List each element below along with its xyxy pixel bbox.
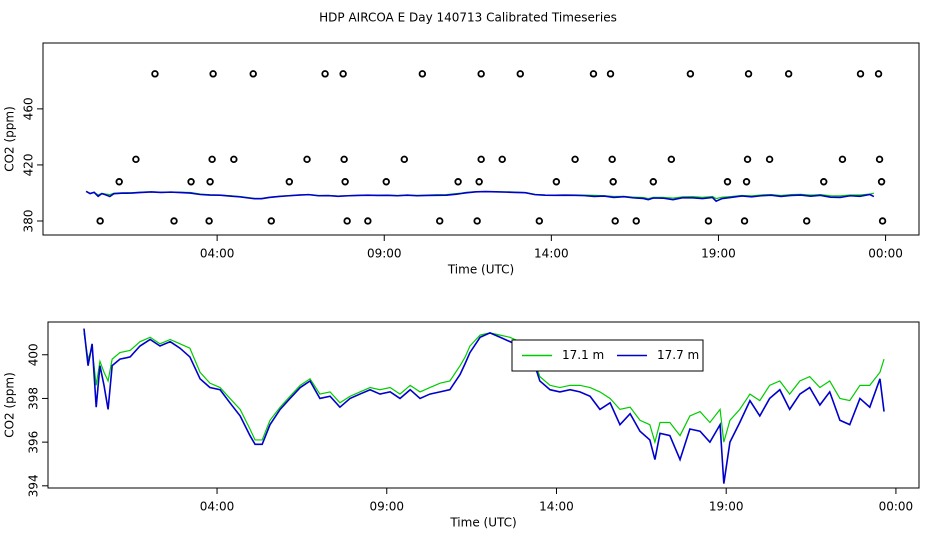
point [608,155,616,164]
series-line [83,328,885,484]
x-axis-label: Time (UTC) [447,263,514,277]
point [571,155,579,164]
y-tick-label: 420 [22,153,36,176]
point [704,217,713,225]
point [477,70,485,78]
plot-frame [47,321,920,489]
x-tick-label: 09:00 [369,500,404,514]
point [875,155,884,164]
point [285,178,294,186]
point [321,70,329,78]
point [784,70,793,78]
point [498,155,506,164]
point [343,217,351,225]
y-axis-label: CO2 (ppm) [3,106,17,172]
point [632,217,640,225]
point [743,155,752,164]
point [341,178,349,186]
point [400,155,408,164]
point [742,178,751,186]
point [208,155,216,164]
x-tick-label: 14:00 [539,500,574,514]
x-tick-label: 09:00 [367,247,402,261]
y-tick-label: 398 [27,387,41,410]
y-tick-label: 380 [22,210,36,233]
point [267,217,275,225]
point [339,70,347,78]
y-tick-label: 394 [27,474,41,497]
point [170,217,178,225]
point [609,178,617,186]
series-line [83,332,885,445]
point [205,217,213,225]
point [249,70,257,78]
point [382,178,390,186]
point [856,70,865,78]
legend-label: 17.1 m [562,348,604,362]
point [206,178,214,186]
y-tick-label: 460 [22,97,36,120]
x-tick-label: 00:00 [868,247,903,261]
point [364,217,372,225]
x-tick-label: 04:00 [200,500,235,514]
point [744,70,753,78]
point [723,178,732,186]
series-line [85,190,875,203]
y-tick-label: 396 [27,431,41,454]
point [340,155,348,164]
point [878,217,887,225]
point [151,70,159,78]
point [475,178,483,186]
point [454,178,462,186]
point [187,178,195,186]
point [589,70,598,78]
point [765,155,774,164]
point [686,70,695,78]
x-tick-label: 14:00 [534,247,569,261]
point [535,217,544,225]
point [96,217,104,225]
point [436,217,444,225]
point [473,217,481,225]
y-tick-label: 400 [27,343,41,366]
point [649,178,657,186]
point [552,178,561,186]
point [303,155,311,164]
x-tick-label: 00:00 [879,500,914,514]
point [230,155,238,164]
x-tick-label: 19:00 [701,247,736,261]
x-axis-label: Time (UTC) [449,516,516,530]
point [667,155,676,164]
plot-frame [42,42,920,236]
point [877,178,886,186]
point [803,217,811,225]
point [418,70,427,78]
point [209,70,217,78]
point [820,178,828,186]
legend-label: 17.7 m [657,348,699,362]
y-axis-label: CO2 (ppm) [3,372,17,438]
point [477,155,485,164]
point [132,155,140,164]
point [516,70,524,78]
x-tick-label: 19:00 [709,500,744,514]
x-tick-label: 04:00 [200,247,235,261]
point [611,217,619,225]
point [874,70,883,78]
figure-title: HDP AIRCOA E Day 140713 Calibrated Times… [319,11,617,25]
point [838,155,847,164]
point [606,70,615,78]
point [115,178,123,186]
point [740,217,749,225]
